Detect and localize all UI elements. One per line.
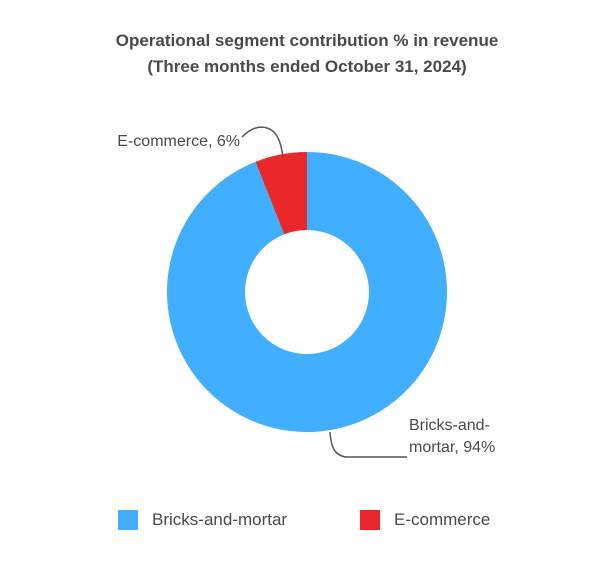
- slice-bricks-and-mortar: [167, 152, 448, 432]
- leader-line-e-commerce: [241, 126, 284, 158]
- chart-legend: Bricks-and-mortar E-commerce: [0, 510, 614, 538]
- chart-title-block: Operational segment contribution % in re…: [0, 28, 614, 80]
- chart-subtitle: (Three months ended October 31, 2024): [147, 57, 467, 76]
- donut-chart: E-commerce, 6% Bricks-and-mortar, 94%: [117, 126, 495, 458]
- legend-label-e-commerce: E-commerce: [394, 510, 491, 529]
- data-label-e-commerce: E-commerce, 6%: [117, 133, 240, 150]
- legend-label-bricks-and-mortar: Bricks-and-mortar: [152, 510, 288, 529]
- data-label-bricks-and-mortar: mortar, 94%: [409, 439, 495, 456]
- legend-swatch-bricks-and-mortar: [118, 510, 138, 530]
- legend-swatch-e-commerce: [360, 510, 380, 530]
- legend-item-e-commerce: E-commerce: [360, 510, 490, 530]
- data-label-bricks-and-mortar: Bricks-and-: [409, 417, 490, 434]
- slice-e-commerce: [255, 152, 307, 235]
- leader-line-bricks-and-mortar: [329, 431, 407, 458]
- chart-title: Operational segment contribution % in re…: [115, 31, 499, 50]
- legend-item-bricks-and-mortar: Bricks-and-mortar: [118, 510, 287, 530]
